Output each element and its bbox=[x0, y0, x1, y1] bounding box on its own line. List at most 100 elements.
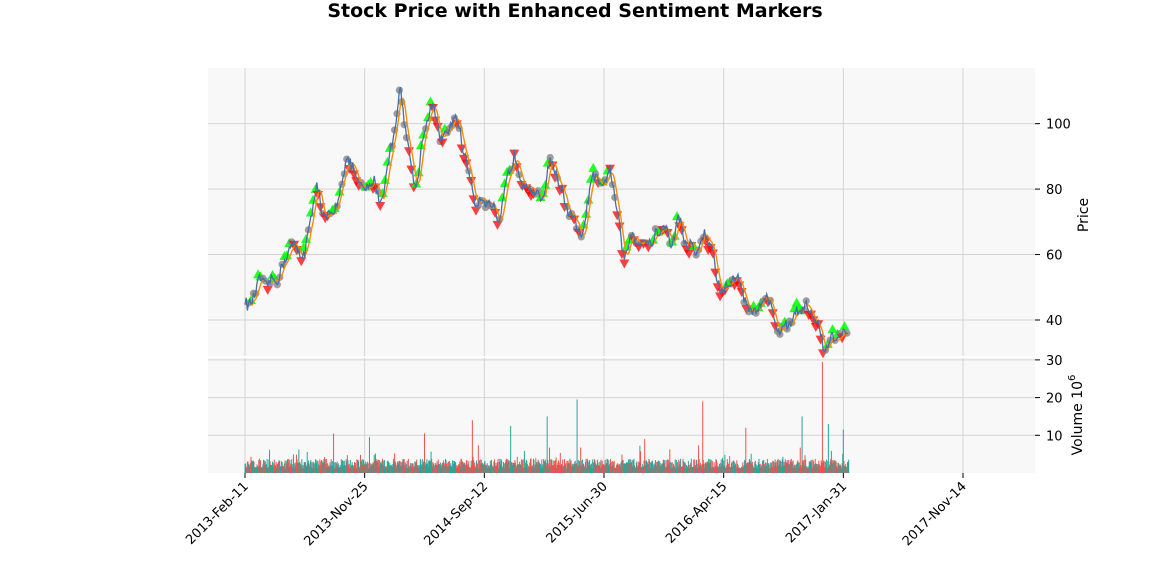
volume-bar bbox=[781, 459, 783, 473]
volume-bar bbox=[541, 464, 543, 473]
volume-bar bbox=[783, 465, 784, 473]
volume-bar bbox=[436, 461, 438, 473]
volume-bar bbox=[477, 445, 479, 473]
volume-bar bbox=[684, 463, 686, 473]
volume-bar bbox=[792, 460, 794, 473]
volume-bar bbox=[321, 460, 323, 473]
volume-bar bbox=[413, 466, 415, 473]
volume-bar bbox=[471, 464, 473, 473]
negative-sentiment-marker bbox=[815, 335, 826, 345]
volume-bar bbox=[569, 458, 571, 473]
volume-bar bbox=[356, 459, 358, 473]
volume-bar bbox=[266, 458, 268, 473]
volume-bar bbox=[585, 458, 587, 473]
volume-bar bbox=[680, 466, 682, 473]
volume-bar bbox=[757, 462, 759, 473]
volume-bar bbox=[444, 465, 446, 473]
volume-bar bbox=[775, 462, 777, 473]
volume-bar bbox=[341, 461, 343, 473]
volume-bar bbox=[382, 460, 384, 473]
volume-bar bbox=[389, 466, 391, 473]
volume-bar bbox=[415, 461, 417, 473]
volume-bar bbox=[447, 461, 449, 473]
volume-bar bbox=[623, 463, 625, 473]
volume-bar bbox=[467, 465, 469, 473]
volume-bar bbox=[769, 468, 771, 473]
volume-bar bbox=[482, 462, 484, 473]
volume-bar bbox=[435, 465, 437, 473]
volume-bar bbox=[529, 462, 531, 473]
volume-bar bbox=[820, 465, 822, 473]
volume-bar bbox=[650, 462, 652, 473]
volume-bar bbox=[398, 463, 400, 473]
volume-bar bbox=[525, 462, 527, 473]
volume-bar bbox=[645, 460, 647, 473]
volume-bar bbox=[809, 460, 811, 473]
volume-bar bbox=[451, 467, 453, 473]
volume-bar bbox=[608, 465, 610, 473]
volume-bar bbox=[523, 450, 525, 473]
volume-bar bbox=[495, 466, 497, 473]
volume-bar bbox=[768, 464, 770, 473]
volume-bar bbox=[537, 464, 539, 473]
volume-bar bbox=[605, 464, 607, 473]
volume-bar bbox=[705, 463, 707, 473]
volume-bar bbox=[768, 463, 770, 473]
volume-bar bbox=[838, 465, 840, 473]
volume-bar bbox=[672, 467, 674, 473]
volume-bar bbox=[318, 464, 320, 473]
volume-bar bbox=[364, 464, 366, 473]
volume-bar bbox=[648, 458, 650, 473]
volume-bar bbox=[643, 460, 645, 473]
volume-bar bbox=[515, 465, 517, 473]
volume-bar bbox=[397, 461, 399, 473]
volume-bar bbox=[802, 460, 804, 473]
volume-bar bbox=[275, 461, 277, 473]
volume-bar bbox=[382, 458, 384, 473]
volume-bar bbox=[619, 464, 621, 473]
volume-bar bbox=[817, 464, 819, 473]
volume-bar bbox=[538, 462, 540, 473]
volume-bar bbox=[528, 465, 530, 473]
volume-bar bbox=[659, 466, 661, 473]
volume-bar bbox=[459, 466, 461, 473]
volume-bar bbox=[725, 467, 727, 473]
volume-bar bbox=[302, 464, 304, 473]
volume-bar bbox=[494, 459, 496, 473]
volume-bar bbox=[723, 465, 725, 473]
volume-bar bbox=[657, 460, 659, 473]
volume-bar bbox=[579, 465, 581, 473]
volume-bar bbox=[760, 463, 762, 473]
volume-bar bbox=[502, 467, 504, 473]
volume-bar bbox=[476, 460, 478, 473]
volume-bar bbox=[692, 467, 694, 473]
volume-bar bbox=[441, 467, 443, 473]
volume-bar bbox=[797, 460, 799, 473]
volume-bar bbox=[730, 463, 732, 473]
volume-bar bbox=[629, 459, 631, 473]
volume-bar bbox=[739, 468, 741, 473]
volume-bar bbox=[774, 459, 776, 473]
volume-bar bbox=[452, 460, 454, 473]
volume-bar bbox=[530, 458, 532, 473]
volume-bar bbox=[427, 466, 429, 473]
volume-bar bbox=[483, 462, 485, 473]
volume-bar bbox=[255, 467, 257, 473]
volume-bar bbox=[495, 465, 497, 473]
volume-bar bbox=[351, 462, 353, 473]
volume-bar bbox=[633, 458, 635, 473]
volume-bar bbox=[836, 468, 838, 473]
volume-bar bbox=[785, 463, 787, 473]
volume-bar bbox=[736, 460, 738, 473]
volume-bar bbox=[751, 463, 753, 473]
volume-bar bbox=[415, 462, 417, 473]
negative-sentiment-marker bbox=[492, 220, 503, 230]
volume-bar bbox=[358, 467, 360, 473]
volume-bar bbox=[335, 467, 337, 473]
volume-bar bbox=[592, 461, 594, 473]
volume-bar bbox=[519, 461, 521, 473]
volume-bar bbox=[345, 466, 347, 473]
volume-bar bbox=[837, 462, 839, 473]
volume-bar bbox=[421, 464, 423, 473]
volume-bar bbox=[708, 458, 710, 473]
